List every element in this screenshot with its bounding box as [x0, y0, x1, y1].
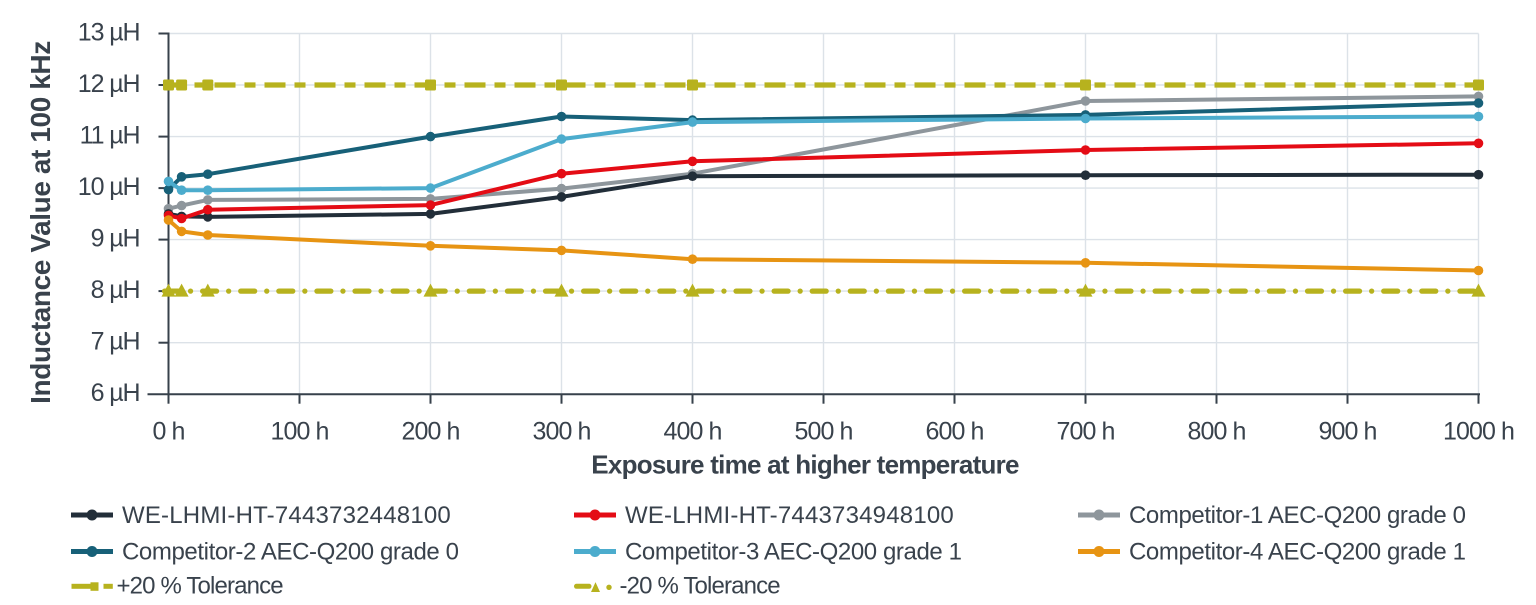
svg-text:8 µH: 8 µH [91, 276, 140, 304]
svg-text:Competitor-4 AEC-Q200 grade 1: Competitor-4 AEC-Q200 grade 1 [1129, 538, 1466, 565]
svg-text:9 µH: 9 µH [91, 225, 140, 253]
svg-text:300 h: 300 h [532, 418, 590, 446]
svg-text:800 h: 800 h [1187, 418, 1245, 446]
svg-text:Inductance Value at 100 kHz: Inductance Value at 100 kHz [25, 41, 56, 404]
svg-text:6 µH: 6 µH [91, 379, 140, 407]
svg-text:11 µH: 11 µH [80, 122, 140, 150]
svg-text:13 µH: 13 µH [78, 18, 140, 46]
svg-text:200 h: 200 h [401, 418, 459, 446]
svg-text:Competitor-3 AEC-Q200 grade 1: Competitor-3 AEC-Q200 grade 1 [625, 538, 962, 565]
svg-text:+20 % Tolerance: +20 % Tolerance [117, 573, 284, 600]
svg-text:900 h: 900 h [1318, 418, 1376, 446]
svg-text:Competitor-2 AEC-Q200 grade 0: Competitor-2 AEC-Q200 grade 0 [122, 538, 459, 565]
svg-text:-20 % Tolerance: -20 % Tolerance [620, 573, 781, 600]
svg-text:WE-LHMI-HT-7443732448100: WE-LHMI-HT-7443732448100 [122, 502, 451, 529]
svg-text:1000 h: 1000 h [1443, 418, 1514, 446]
svg-text:Competitor-1 AEC-Q200 grade 0: Competitor-1 AEC-Q200 grade 0 [1129, 502, 1466, 529]
svg-text:7 µH: 7 µH [91, 328, 140, 356]
svg-text:100 h: 100 h [270, 418, 328, 446]
svg-text:12 µH: 12 µH [78, 70, 140, 98]
svg-text:700 h: 700 h [1056, 418, 1114, 446]
svg-text:WE-LHMI-HT-7443734948100: WE-LHMI-HT-7443734948100 [625, 502, 954, 529]
svg-text:400 h: 400 h [663, 418, 721, 446]
svg-text:Exposure time at higher temper: Exposure time at higher temperature [591, 450, 1019, 480]
svg-text:0 h: 0 h [152, 418, 184, 446]
svg-text:600 h: 600 h [925, 418, 983, 446]
svg-text:500 h: 500 h [794, 418, 852, 446]
svg-text:10 µH: 10 µH [78, 173, 140, 201]
